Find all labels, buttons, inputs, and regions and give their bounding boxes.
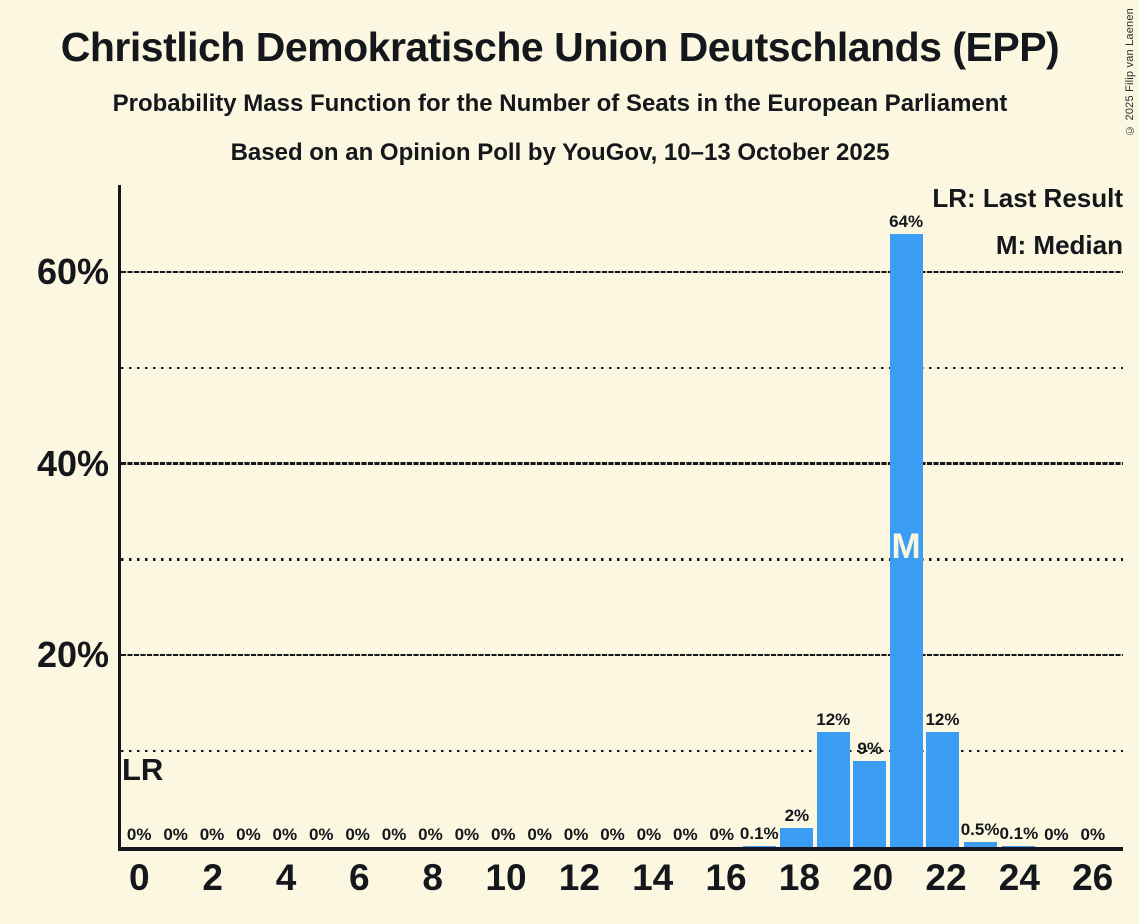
bar-column-13: 0% xyxy=(594,185,630,847)
x-tick-label-12: 12 xyxy=(558,857,600,898)
bar-seat-18 xyxy=(780,827,814,847)
legend-last-result: LR: Last Result xyxy=(932,183,1123,213)
bar-column-24: 0.1% xyxy=(999,185,1038,847)
bar-column-17: 0.1% xyxy=(740,185,779,847)
bar-value-label-22: 12% xyxy=(925,710,960,730)
x-tick-label-24: 24 xyxy=(998,857,1040,898)
bar-value-label-25: 0% xyxy=(1044,825,1069,844)
bar-column-21: 64% M xyxy=(888,185,924,847)
x-axis-ticks: 0 2 4 6 8 10 12 14 16 18 20 22 24 26 xyxy=(121,857,1114,905)
bar-value-label-11: 0% xyxy=(527,825,552,844)
bar-column-22: 12% xyxy=(924,185,960,847)
bar-value-label-12: 0% xyxy=(563,825,589,844)
x-tick-label-4: 4 xyxy=(275,857,297,898)
x-tick-label-14: 14 xyxy=(632,857,674,898)
bar-seat-24 xyxy=(1002,846,1036,847)
median-marker: M xyxy=(891,526,921,566)
bar-column-8: 0% xyxy=(412,185,448,847)
chart-subtitle: Probability Mass Function for the Number… xyxy=(112,90,1008,117)
bar-value-label-0: 0% xyxy=(126,825,152,844)
x-tick-label-0: 0 xyxy=(129,857,150,898)
plot-area: 0% 0% 0% 0% 0% 0% 0% 0% 0% 0% 0% 0% 0% 0% 0% 0% 0% 0.1% 2%… xyxy=(121,185,1111,847)
bar-column-16: 0% xyxy=(704,185,740,847)
bar-column-14: 0% xyxy=(631,185,667,847)
x-tick-label-22: 22 xyxy=(925,857,967,898)
x-tick-label-10: 10 xyxy=(485,857,527,898)
bar-value-label-9: 0% xyxy=(454,825,480,844)
bar-value-label-23: 0.5% xyxy=(960,820,1000,840)
x-tick-label-6: 6 xyxy=(349,857,370,898)
bar-value-label-5: 0% xyxy=(308,825,334,844)
bar-column-0: 0% xyxy=(121,185,157,847)
bar-value-label-16: 0% xyxy=(709,825,734,844)
bar-value-label-8: 0% xyxy=(418,825,443,844)
bar-seat-22 xyxy=(925,732,959,847)
bar-seat-17 xyxy=(742,846,776,847)
gridline-50 xyxy=(121,366,1123,369)
gridline-10 xyxy=(121,749,1123,753)
bar-value-label-3: 0% xyxy=(236,825,261,844)
gridline-30 xyxy=(121,558,1123,561)
bar-column-2: 0% xyxy=(194,185,230,847)
poll-source-line: Based on an Opinion Poll by YouGov, 10–1… xyxy=(230,139,890,166)
bar-value-label-7: 0% xyxy=(381,825,407,844)
bar-value-label-13: 0% xyxy=(600,825,625,844)
x-tick-label-16: 16 xyxy=(705,857,747,898)
x-tick-label-8: 8 xyxy=(422,857,443,898)
bar-value-label-24: 0.1% xyxy=(999,824,1039,843)
y-tick-label-60: 60% xyxy=(36,251,109,293)
bar-column-25: 0% xyxy=(1038,185,1074,847)
bar-value-label-2: 0% xyxy=(199,825,225,844)
bar-value-label-26: 0% xyxy=(1080,825,1106,844)
bar-value-label-6: 0% xyxy=(345,825,370,844)
legend: LR: Last Result M: Median xyxy=(932,185,1123,258)
bar-seat-23 xyxy=(963,842,997,847)
bar-column-19: 12% xyxy=(815,185,851,847)
chart-title: Christlich Demokratische Union Deutschla… xyxy=(60,24,1060,70)
bar-seat-19 xyxy=(816,732,850,847)
chart-plot: 20% 40% 60% 0% 0% 0% 0% 0% 0% 0% 0% 0% 0% 0% 0% 0% 0% 0%… xyxy=(37,185,1123,896)
y-tick-label-40: 40% xyxy=(36,442,109,484)
bar-value-label-17: 0.1% xyxy=(739,824,779,843)
bar-column-11: 0% xyxy=(521,185,557,847)
bar-seat-20 xyxy=(853,760,887,847)
bar-column-26: 0% xyxy=(1075,185,1111,847)
gridline-40 xyxy=(121,462,1123,465)
bar-column-1: 0% xyxy=(157,185,193,847)
bar-column-10: 0% xyxy=(485,185,521,847)
bar-column-3: 0% xyxy=(230,185,266,847)
bar-value-label-4: 0% xyxy=(272,825,298,844)
y-axis-labels: 20% 40% 60% xyxy=(0,185,117,847)
x-tick-label-18: 18 xyxy=(778,857,820,898)
bar-value-label-1: 0% xyxy=(163,825,188,844)
last-result-marker: LR xyxy=(122,752,164,787)
bar-column-9: 0% xyxy=(449,185,485,847)
bar-value-label-18: 2% xyxy=(784,805,810,825)
bar-value-label-19: 12% xyxy=(816,710,851,730)
gridline-60 xyxy=(121,270,1123,274)
bar-column-23: 0.5% xyxy=(960,185,1000,847)
copyright-notice: © 2025 Filip van Laenen xyxy=(1124,8,1136,136)
bar-column-18: 2% xyxy=(779,185,815,847)
x-tick-label-20: 20 xyxy=(852,857,894,898)
bar-column-4: 0% xyxy=(267,185,303,847)
bar-column-12: 0% xyxy=(558,185,594,847)
y-tick-label-20: 20% xyxy=(36,634,109,676)
bar-column-7: 0% xyxy=(376,185,412,847)
bar-value-label-15: 0% xyxy=(673,825,698,844)
bar-column-15: 0% xyxy=(667,185,703,847)
x-tick-label-2: 2 xyxy=(202,857,223,898)
gridline-20 xyxy=(121,653,1123,657)
bar-column-20: 9% xyxy=(851,185,887,847)
bar-value-label-21: 64% xyxy=(889,211,924,231)
x-tick-label-26: 26 xyxy=(1072,857,1114,898)
bar-value-label-14: 0% xyxy=(636,825,662,844)
legend-median: M: Median xyxy=(995,230,1123,260)
bar-value-label-20: 9% xyxy=(857,738,882,758)
bar-column-6: 0% xyxy=(339,185,375,847)
bar-seat-21: M xyxy=(889,233,923,847)
bar-column-5: 0% xyxy=(303,185,339,847)
bar-value-label-10: 0% xyxy=(490,825,516,844)
